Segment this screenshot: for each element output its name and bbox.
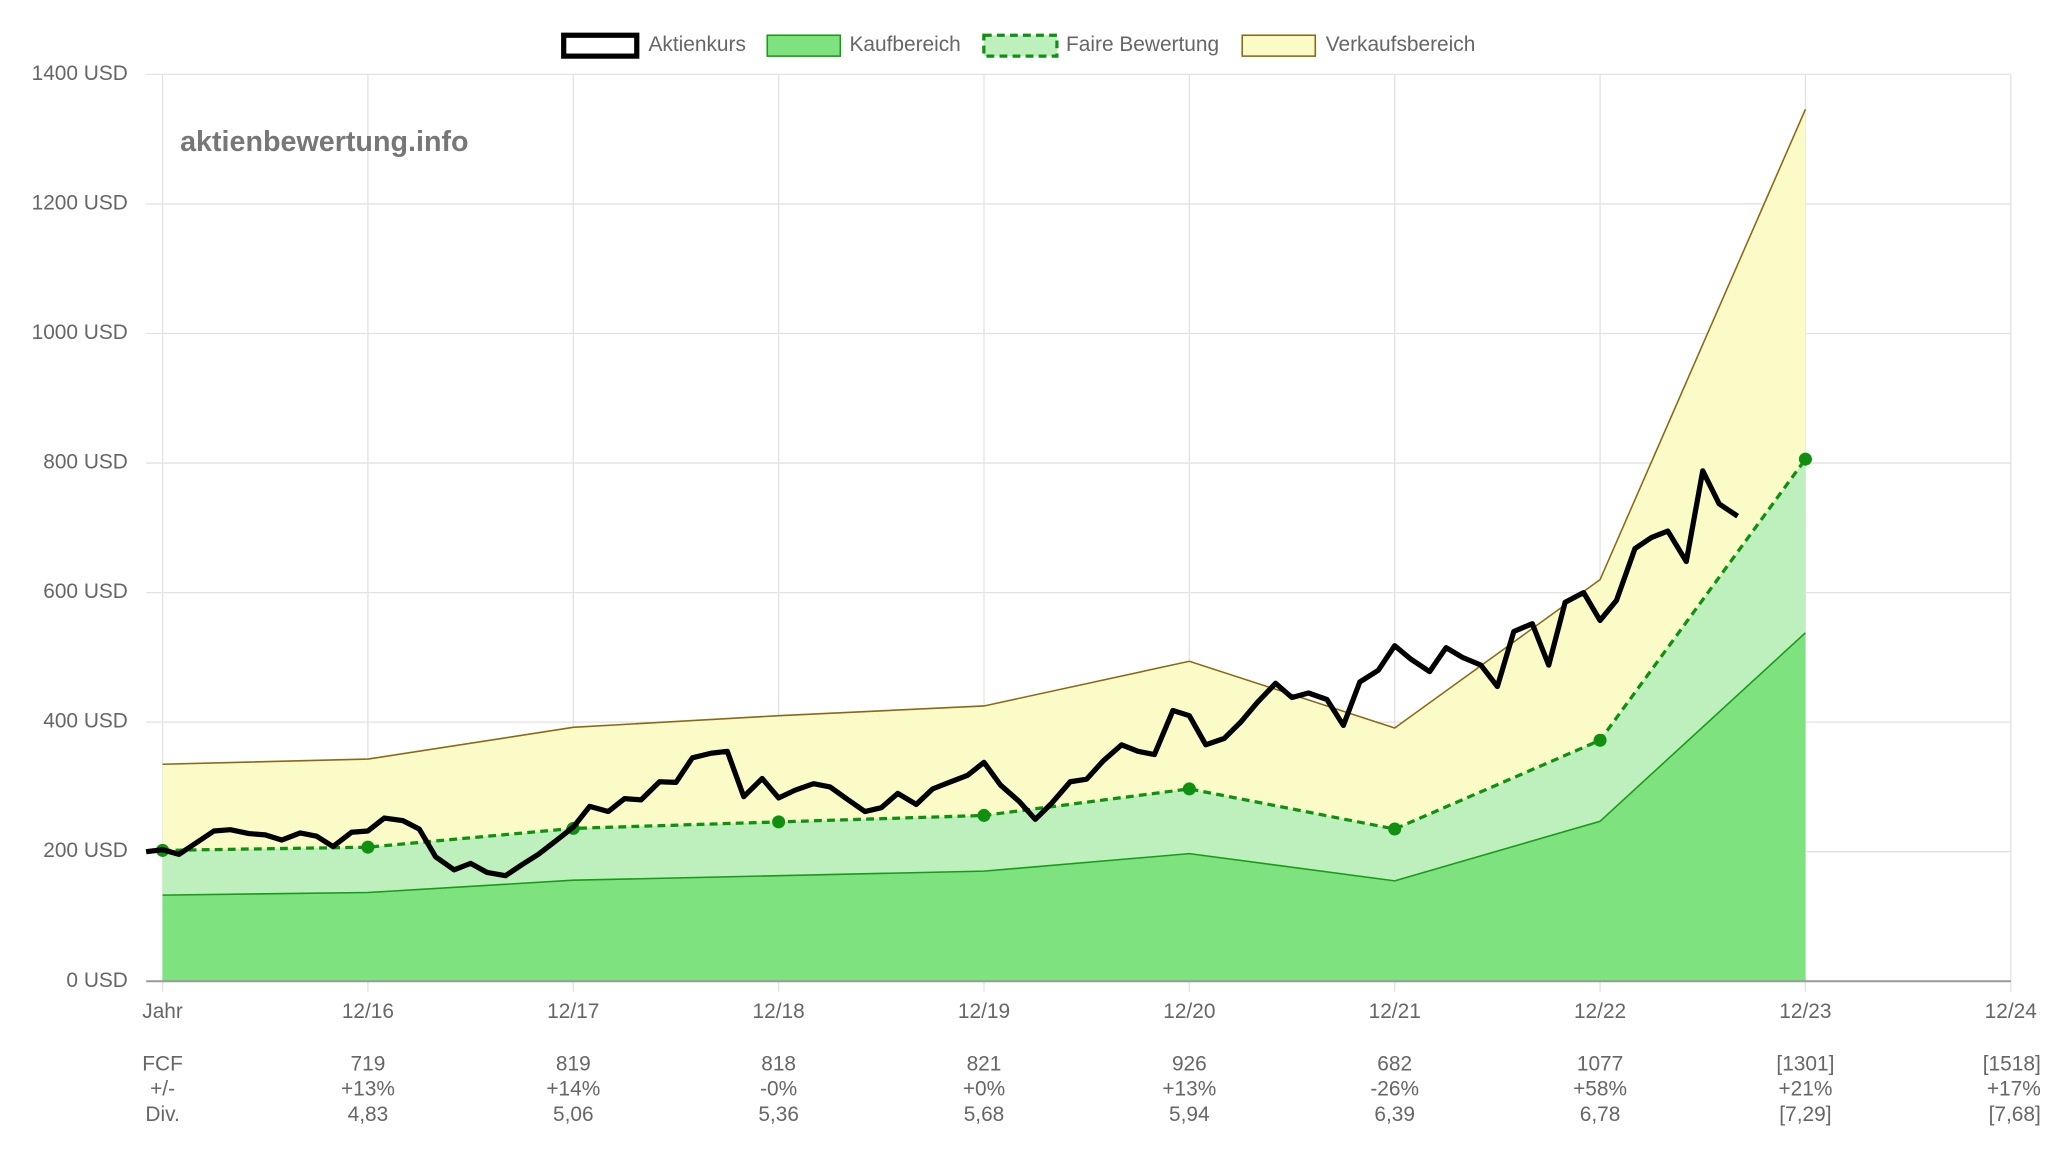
x-tick-label: 12/24	[1985, 1000, 2037, 1023]
y-tick-label: 800 USD	[43, 451, 128, 474]
area	[162, 632, 1806, 982]
table-cell: 682	[1377, 1052, 1412, 1075]
table-cell: 818	[761, 1052, 796, 1075]
y-tick-label: 1200 USD	[32, 191, 128, 214]
x-tick-label: 12/16	[342, 1000, 394, 1023]
fair-point	[1182, 782, 1196, 796]
legend-label: Verkaufsbereich	[1326, 33, 1476, 56]
price-line	[145, 468, 1740, 879]
x-tick-label: 12/20	[1163, 1000, 1215, 1023]
y-tick-label: 400 USD	[43, 710, 128, 733]
legend-swatch	[766, 34, 842, 57]
legend-swatch	[982, 33, 1059, 58]
legend-label: Faire Bewertung	[1066, 33, 1219, 56]
table-cell: 6,39	[1374, 1103, 1415, 1126]
row-label: Div.	[145, 1103, 179, 1126]
legend-swatch	[1241, 34, 1317, 57]
table-cell: -26%	[1370, 1078, 1419, 1101]
x-tick-label: Jahr	[142, 1000, 183, 1023]
fair-point	[1798, 452, 1812, 466]
x-tick-label: 12/18	[753, 1000, 805, 1023]
table-cell: [1301]	[1776, 1052, 1834, 1075]
x-tick-label: 12/23	[1779, 1000, 1831, 1023]
watermark: aktienbewertung.info	[180, 126, 469, 158]
y-tick-label: 1000 USD	[32, 321, 128, 344]
table-cell: 819	[556, 1052, 591, 1075]
table-cell: 5,94	[1169, 1103, 1210, 1126]
table-cell: 5,68	[964, 1103, 1005, 1126]
table-cell: [7,68]	[1989, 1103, 2041, 1126]
fair-point	[772, 815, 786, 829]
row-label: FCF	[142, 1052, 183, 1075]
table-cell: +0%	[963, 1078, 1005, 1101]
area	[162, 459, 1806, 982]
area	[162, 109, 1806, 982]
area-line	[162, 632, 1806, 896]
y-tick-label: 0 USD	[66, 969, 127, 992]
table-cell: [1518]	[1983, 1052, 2041, 1075]
table-cell: 5,06	[553, 1103, 594, 1126]
y-tick-label: 600 USD	[43, 580, 128, 603]
x-tick-label: 12/21	[1369, 1000, 1421, 1023]
table-cell: +21%	[1778, 1078, 1832, 1101]
table-cell: +17%	[1987, 1078, 2041, 1101]
x-tick-label: 12/17	[547, 1000, 599, 1023]
table-cell: +13%	[341, 1078, 395, 1101]
legend-label: Aktienkurs	[649, 33, 746, 56]
table-cell: 5,36	[758, 1103, 799, 1126]
table-cell: +14%	[546, 1078, 600, 1101]
fair-point	[1388, 822, 1402, 836]
fair-point	[361, 840, 375, 854]
table-cell: -0%	[760, 1078, 797, 1101]
x-tick-label: 12/22	[1574, 1000, 1626, 1023]
legend-label: Kaufbereich	[849, 33, 960, 56]
fair-point	[1593, 733, 1607, 747]
table-cell: 821	[967, 1052, 1002, 1075]
y-tick-label: 200 USD	[43, 839, 128, 862]
row-label: +/-	[150, 1078, 175, 1101]
table-cell: 719	[351, 1052, 386, 1075]
legend-swatch	[561, 32, 640, 59]
table-cell: 4,83	[348, 1103, 389, 1126]
table-cell: 926	[1172, 1052, 1207, 1075]
table-cell: [7,29]	[1779, 1103, 1831, 1126]
table-cell: +13%	[1162, 1078, 1216, 1101]
table-cell: +58%	[1573, 1078, 1627, 1101]
x-tick-label: 12/19	[958, 1000, 1010, 1023]
y-tick-label: 1400 USD	[32, 62, 128, 85]
area-line	[162, 109, 1807, 766]
table-cell: 6,78	[1580, 1103, 1621, 1126]
fair-point	[977, 808, 991, 822]
table-cell: 1077	[1577, 1052, 1623, 1075]
